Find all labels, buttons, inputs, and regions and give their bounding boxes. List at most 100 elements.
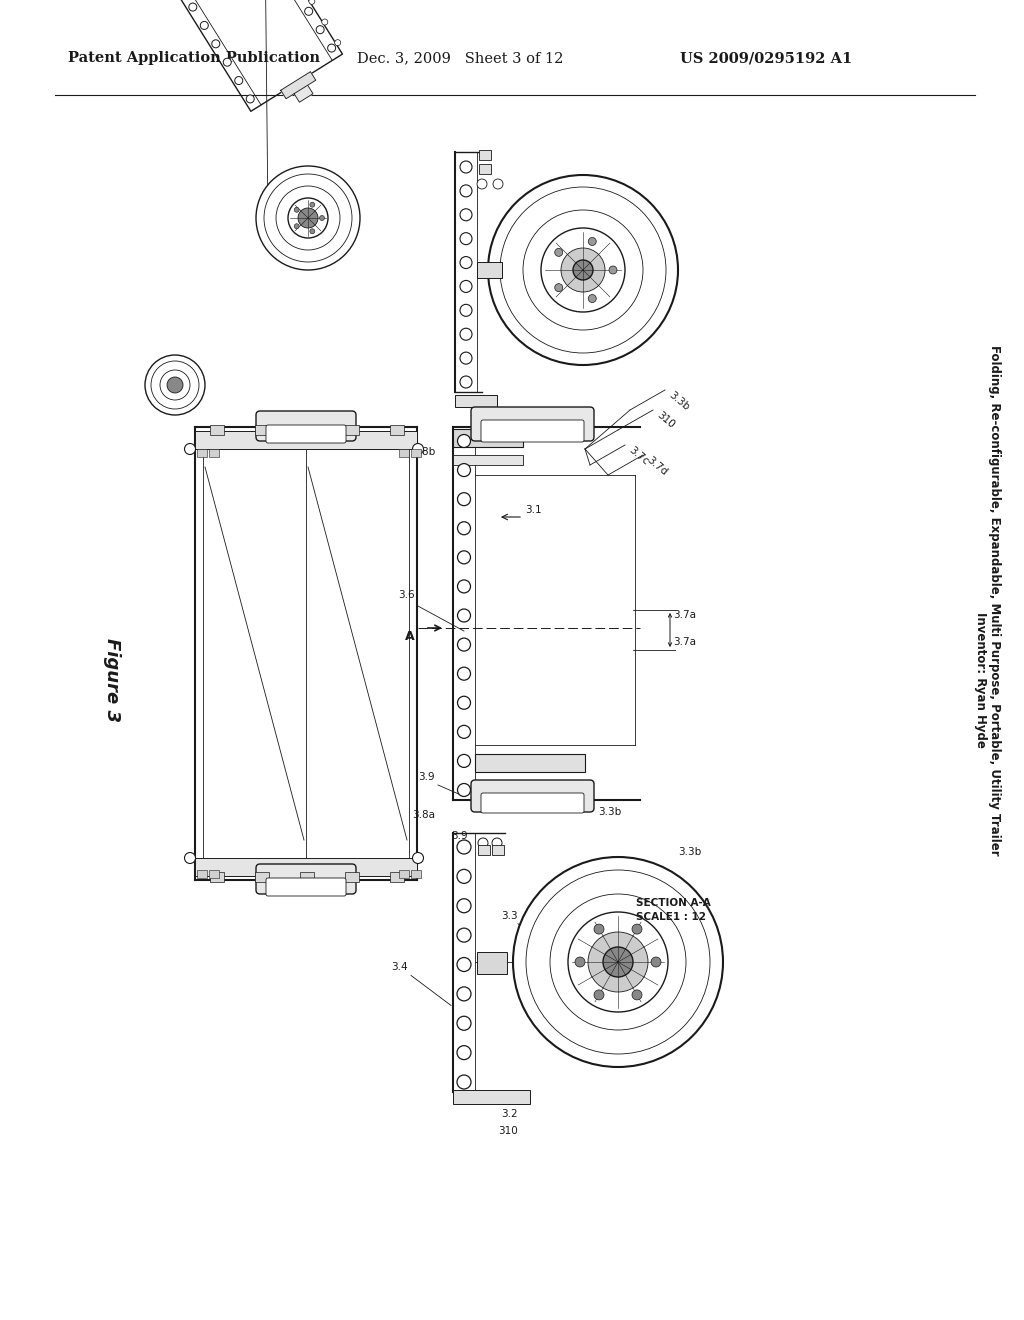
Text: 3.7a: 3.7a [673,610,696,620]
Circle shape [458,434,470,447]
Circle shape [457,1016,471,1030]
Circle shape [256,166,360,271]
Text: Inventor: Ryan Hyde: Inventor: Ryan Hyde [974,612,986,748]
Circle shape [575,957,585,968]
Bar [492,845,504,855]
Circle shape [460,376,472,388]
Circle shape [573,260,593,280]
Bar [453,429,523,447]
Text: 3.8b: 3.8b [412,447,435,457]
Circle shape [458,784,470,796]
FancyBboxPatch shape [471,407,594,441]
Circle shape [526,870,710,1053]
Circle shape [478,838,488,847]
Circle shape [603,946,633,977]
Circle shape [458,521,470,535]
Text: 3.3: 3.3 [501,911,517,920]
Circle shape [201,21,208,29]
Circle shape [309,0,314,4]
Bar [390,425,404,436]
Circle shape [458,755,470,767]
Circle shape [335,40,341,46]
FancyBboxPatch shape [266,425,346,444]
Circle shape [460,280,472,293]
Text: 3.2: 3.2 [501,1109,517,1119]
Bar [195,432,417,449]
Circle shape [310,202,314,207]
Circle shape [492,838,502,847]
FancyBboxPatch shape [481,793,584,813]
Circle shape [305,8,312,16]
Circle shape [294,223,299,228]
Circle shape [458,725,470,738]
Circle shape [457,957,471,972]
Polygon shape [281,71,315,99]
Circle shape [460,209,472,220]
Text: 3.9: 3.9 [418,772,434,781]
Circle shape [460,161,472,173]
Circle shape [184,444,196,454]
Text: 310: 310 [655,411,677,430]
Circle shape [594,990,604,1001]
Bar [411,870,421,878]
Circle shape [288,198,328,238]
Circle shape [328,44,336,51]
Bar [453,1090,530,1104]
Bar [399,449,409,457]
Circle shape [457,840,471,854]
Circle shape [594,924,604,935]
Circle shape [568,912,668,1012]
Circle shape [460,352,472,364]
Text: SCALE1 : 12: SCALE1 : 12 [636,912,706,921]
Bar [478,845,490,855]
Circle shape [298,209,318,228]
Circle shape [460,329,472,341]
Circle shape [223,58,231,66]
Circle shape [167,378,183,393]
Circle shape [460,256,472,268]
Circle shape [458,550,470,564]
Circle shape [234,77,243,84]
Circle shape [523,210,643,330]
Bar [209,870,219,878]
Circle shape [457,899,471,912]
Text: 3.6: 3.6 [398,590,415,601]
Circle shape [541,228,625,312]
Bar [300,425,314,436]
Circle shape [457,1045,471,1060]
Circle shape [588,238,596,246]
Circle shape [316,25,325,34]
Bar [453,455,523,465]
Text: Patent Application Publication: Patent Application Publication [68,51,319,65]
Bar [475,754,585,772]
Circle shape [488,176,678,366]
Polygon shape [294,86,313,102]
Bar [455,395,497,407]
Circle shape [246,95,254,103]
Circle shape [588,932,648,993]
Bar [411,449,421,457]
Circle shape [276,186,340,249]
Circle shape [458,638,470,651]
FancyBboxPatch shape [471,780,594,812]
Text: 3.3b: 3.3b [667,389,691,413]
Text: 3.1: 3.1 [525,506,542,515]
Text: 3.9: 3.9 [451,832,468,841]
Text: SECTION A-A: SECTION A-A [636,898,711,908]
Circle shape [460,232,472,244]
Circle shape [632,924,642,935]
Circle shape [212,40,220,48]
Text: 3.3b: 3.3b [598,807,622,817]
Text: 310: 310 [498,1126,518,1137]
FancyBboxPatch shape [256,411,356,441]
Bar [345,873,359,882]
Circle shape [493,180,503,189]
Circle shape [460,185,472,197]
Text: 3.7c: 3.7c [627,445,650,467]
Text: 3.3b: 3.3b [678,847,701,857]
Circle shape [458,667,470,680]
Circle shape [151,360,199,409]
Circle shape [550,894,686,1030]
Circle shape [457,928,471,942]
Bar [195,858,417,876]
